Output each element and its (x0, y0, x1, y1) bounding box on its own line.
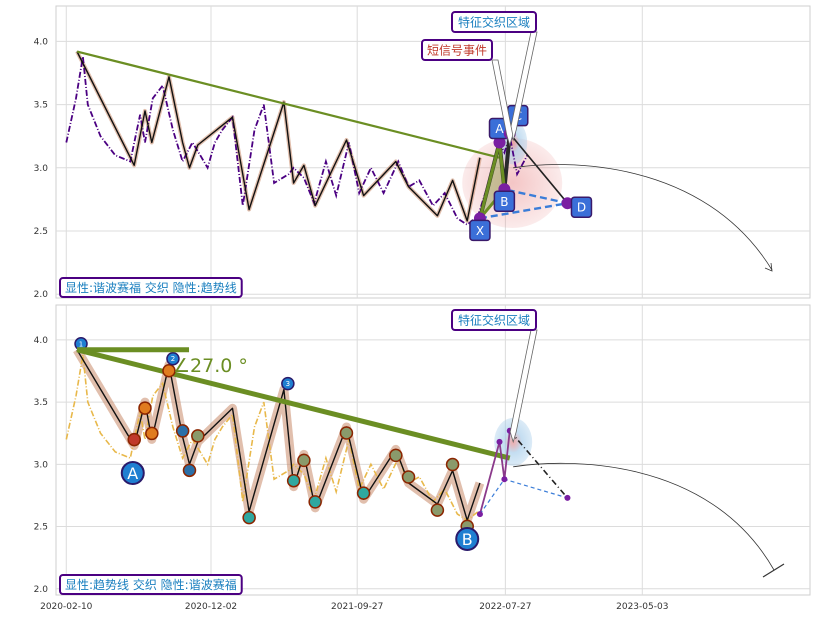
legend-box (59, 277, 243, 298)
wave-marker (182, 463, 197, 478)
bottom-panel: 2.0 2.5 3.0 3.5 4.0 2020-02-10 2020-12-02 2021-… (34, 304, 811, 612)
y-tick-label: 3.0 (34, 460, 49, 470)
big-label-circle (455, 526, 480, 551)
numbered-marker-label: 1 (79, 340, 83, 348)
pattern-label: D (577, 201, 586, 215)
pattern-point (561, 197, 574, 210)
y-tick-label: 2.0 (34, 290, 49, 300)
y-tick-label: 2.5 (34, 523, 48, 533)
callout-arrow (491, 59, 514, 147)
big-label-circle (120, 461, 145, 486)
top-panel: 2.02.53.03.54.0XABCD特征交织区域短信号事件显性:谐波赛福 交… (34, 5, 811, 300)
y-tick-label: 4.0 (34, 37, 49, 47)
pattern-fill (478, 142, 506, 220)
big-label: A (127, 464, 138, 483)
x-tick-label: 2022-07-27 (479, 602, 531, 612)
legend-text: 显性:趋势线 交织 隐性:谐波赛福 (65, 577, 237, 592)
trend-line (76, 347, 511, 461)
pattern-label: A (495, 122, 504, 136)
projection-arrowhead (764, 262, 773, 272)
wave-marker (401, 470, 416, 484)
legend-box (59, 574, 243, 595)
wave-line (76, 349, 481, 521)
y-tick-label: 2.5 (34, 227, 48, 237)
projection-arc (513, 462, 775, 571)
pattern-label: B (500, 195, 508, 209)
numbered-marker (166, 351, 180, 366)
callout-text: 短信号事件 (427, 44, 487, 58)
numbered-marker-label: 2 (171, 355, 175, 363)
wave-marker (356, 486, 371, 500)
wave-marker (162, 363, 176, 378)
y-tick-label: 4.0 (34, 336, 49, 346)
wave-marker (286, 473, 301, 488)
wave-marker (138, 401, 152, 415)
y-tick-label: 2.0 (34, 585, 49, 595)
y-tick-label: 3.0 (34, 164, 49, 174)
callout-text: 特征交织区域 (458, 313, 530, 328)
y-tick-label: 3.5 (34, 101, 48, 111)
price-series (65, 56, 529, 226)
pattern-point (476, 511, 483, 518)
legend-text: 显性:谐波赛福 交织 隐性:趋势线 (65, 280, 237, 295)
wave-line (76, 51, 481, 222)
x-tick-label: 2021-09-27 (331, 602, 383, 612)
x-tick-label: 2023-05-03 (616, 602, 668, 612)
pattern-point (493, 136, 506, 149)
y-tick-label: 3.5 (34, 398, 48, 408)
x-tick-label: 2020-12-02 (185, 602, 237, 612)
wave-marker (242, 510, 256, 525)
pattern-cd (509, 133, 569, 204)
callout-box (451, 309, 537, 331)
projection-bar (762, 563, 785, 578)
signal-zone (462, 137, 563, 228)
angle-label: ∠27.0 ° (173, 355, 248, 377)
wave-marker (445, 457, 460, 472)
wave-marker (297, 453, 311, 468)
price-series (65, 354, 479, 522)
wave-marker (308, 495, 322, 509)
pattern-xabc (479, 430, 511, 515)
numbered-marker-label: 3 (286, 380, 290, 388)
x-tick-label: 2020-02-10 (40, 602, 93, 612)
wave-marker (389, 448, 403, 463)
wave-marker (339, 426, 354, 440)
pattern-label-box (493, 190, 516, 213)
callout-box (451, 11, 537, 33)
projection-arc (513, 164, 773, 271)
callout-text: 特征交织区域 (458, 15, 530, 30)
pattern-label-box (570, 196, 593, 218)
trend-line (76, 50, 500, 159)
wave-marker (191, 429, 205, 443)
wave-marker (430, 503, 445, 517)
pattern-label-box (469, 219, 491, 242)
callout-box (421, 39, 493, 61)
big-label: B (462, 530, 473, 549)
pattern-label: X (476, 224, 484, 238)
numbered-marker (281, 376, 295, 391)
wave-marker (127, 432, 141, 447)
wave-marker (175, 424, 190, 438)
pattern-point (564, 494, 571, 501)
pattern-point (501, 476, 508, 483)
wave-marker (145, 426, 159, 441)
pattern-point (496, 438, 503, 445)
